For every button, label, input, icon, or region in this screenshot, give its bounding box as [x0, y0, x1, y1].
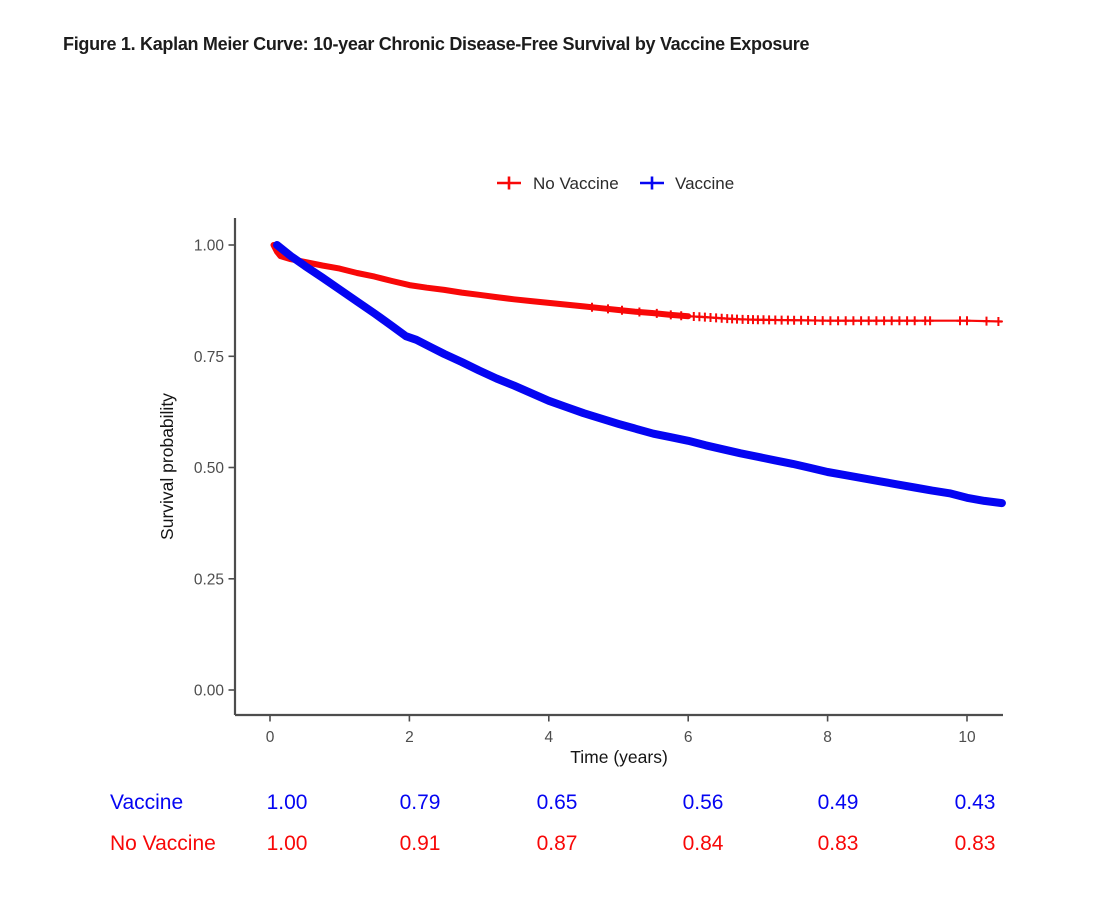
y-tick-label: 0.75 [194, 349, 224, 366]
table-value: 0.84 [682, 832, 724, 855]
table-value: 0.79 [399, 791, 441, 814]
table-value: 0.83 [817, 832, 859, 855]
x-axis-title: Time (years) [570, 747, 668, 767]
table-value: 1.00 [266, 791, 308, 814]
table-value: 0.56 [682, 791, 724, 814]
table-value: 0.91 [399, 832, 441, 855]
legend-label-vaccine: Vaccine [675, 174, 734, 193]
table-value: 0.65 [536, 791, 578, 814]
survival-curves [270, 241, 1006, 508]
x-tick-label: 0 [266, 729, 275, 746]
row-label-vaccine: Vaccine [110, 791, 184, 814]
table-value: 0.83 [954, 832, 996, 855]
censor-marks-no-vaccine [588, 302, 1002, 326]
y-tick-label: 0.50 [194, 460, 225, 477]
table-value: 0.87 [536, 832, 578, 855]
table-value: 0.49 [817, 791, 859, 814]
legend-key-vaccine-icon [640, 176, 664, 190]
legend-label-no-vaccine: No Vaccine [533, 174, 619, 193]
y-axis-title: Survival probability [157, 393, 177, 540]
x-tick-label: 10 [958, 729, 976, 746]
x-tick-label: 4 [544, 729, 553, 746]
x-tick-label: 8 [823, 729, 832, 746]
row-label-no-vaccine: No Vaccine [110, 832, 216, 855]
axes [233, 218, 1003, 717]
x-tick-label: 6 [684, 729, 693, 746]
x-tick-label: 2 [405, 729, 414, 746]
curve-vaccine [273, 241, 1006, 508]
curve-no-vaccine [270, 242, 692, 320]
table-value: 0.43 [954, 791, 996, 814]
y-tick-label: 0.25 [194, 571, 224, 588]
y-tick-label: 1.00 [194, 238, 225, 255]
chart-legend: No Vaccine Vaccine [497, 174, 734, 193]
legend-key-no-vaccine-icon [497, 176, 521, 190]
figure-title: Figure 1. Kaplan Meier Curve: 10-year Ch… [63, 34, 810, 54]
table-value: 1.00 [266, 832, 308, 855]
table-row-no-vaccine: No Vaccine 1.00 0.91 0.87 0.84 0.83 0.83 [0, 832, 1109, 858]
table-row-vaccine: Vaccine 1.00 0.79 0.65 0.56 0.49 0.43 [0, 791, 1109, 817]
y-axis-ticks: 1.00 0.75 0.50 0.25 0.00 [194, 238, 235, 700]
y-tick-label: 0.00 [194, 683, 225, 700]
x-axis-ticks: 0 2 4 6 8 10 [266, 715, 976, 746]
